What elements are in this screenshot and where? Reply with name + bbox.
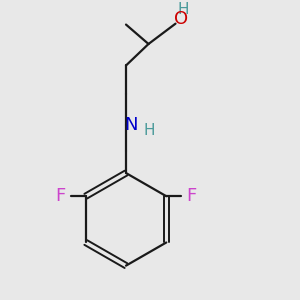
- Text: H: H: [144, 123, 155, 138]
- Text: H: H: [177, 2, 189, 17]
- Text: F: F: [56, 187, 66, 205]
- Text: F: F: [186, 187, 196, 205]
- Text: O: O: [174, 10, 188, 28]
- Text: N: N: [124, 116, 138, 134]
